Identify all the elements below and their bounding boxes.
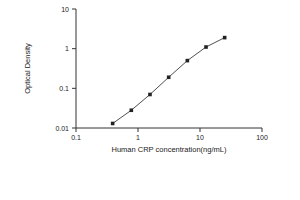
x-tick	[262, 128, 263, 132]
data-point	[204, 45, 208, 49]
data-point	[130, 108, 134, 112]
y-tick-label: 0.01	[55, 125, 69, 132]
x-tick-label: 0.1	[71, 134, 81, 141]
x-axis-title: Human CRP concentration(ng/mL)	[112, 145, 227, 154]
x-tick	[138, 128, 139, 132]
x-tick	[200, 128, 201, 132]
data-point	[167, 75, 171, 79]
y-tick	[72, 128, 76, 129]
y-tick-label: 1	[65, 45, 69, 52]
data-point	[186, 59, 190, 63]
y-tick	[72, 9, 76, 10]
y-tick	[72, 88, 76, 89]
y-tick	[72, 48, 76, 49]
chart-root: 0.010.11100.1110100Human CRP concentrati…	[0, 0, 300, 200]
y-axis	[76, 9, 77, 128]
y-tick-label: 10	[61, 6, 69, 13]
x-tick-label: 1	[136, 134, 140, 141]
y-axis-title: Optical Density	[23, 43, 32, 94]
data-point	[148, 93, 152, 97]
x-tick-label: 100	[256, 134, 268, 141]
chart-svg: 0.010.11100.1110100Human CRP concentrati…	[0, 0, 300, 200]
x-tick-label: 10	[196, 134, 204, 141]
x-tick	[76, 128, 77, 132]
data-point	[223, 36, 227, 40]
plot-area	[111, 36, 227, 125]
data-point	[111, 122, 115, 126]
x-axis	[76, 128, 262, 129]
series-line	[113, 38, 225, 124]
y-tick-label: 0.1	[59, 85, 69, 92]
